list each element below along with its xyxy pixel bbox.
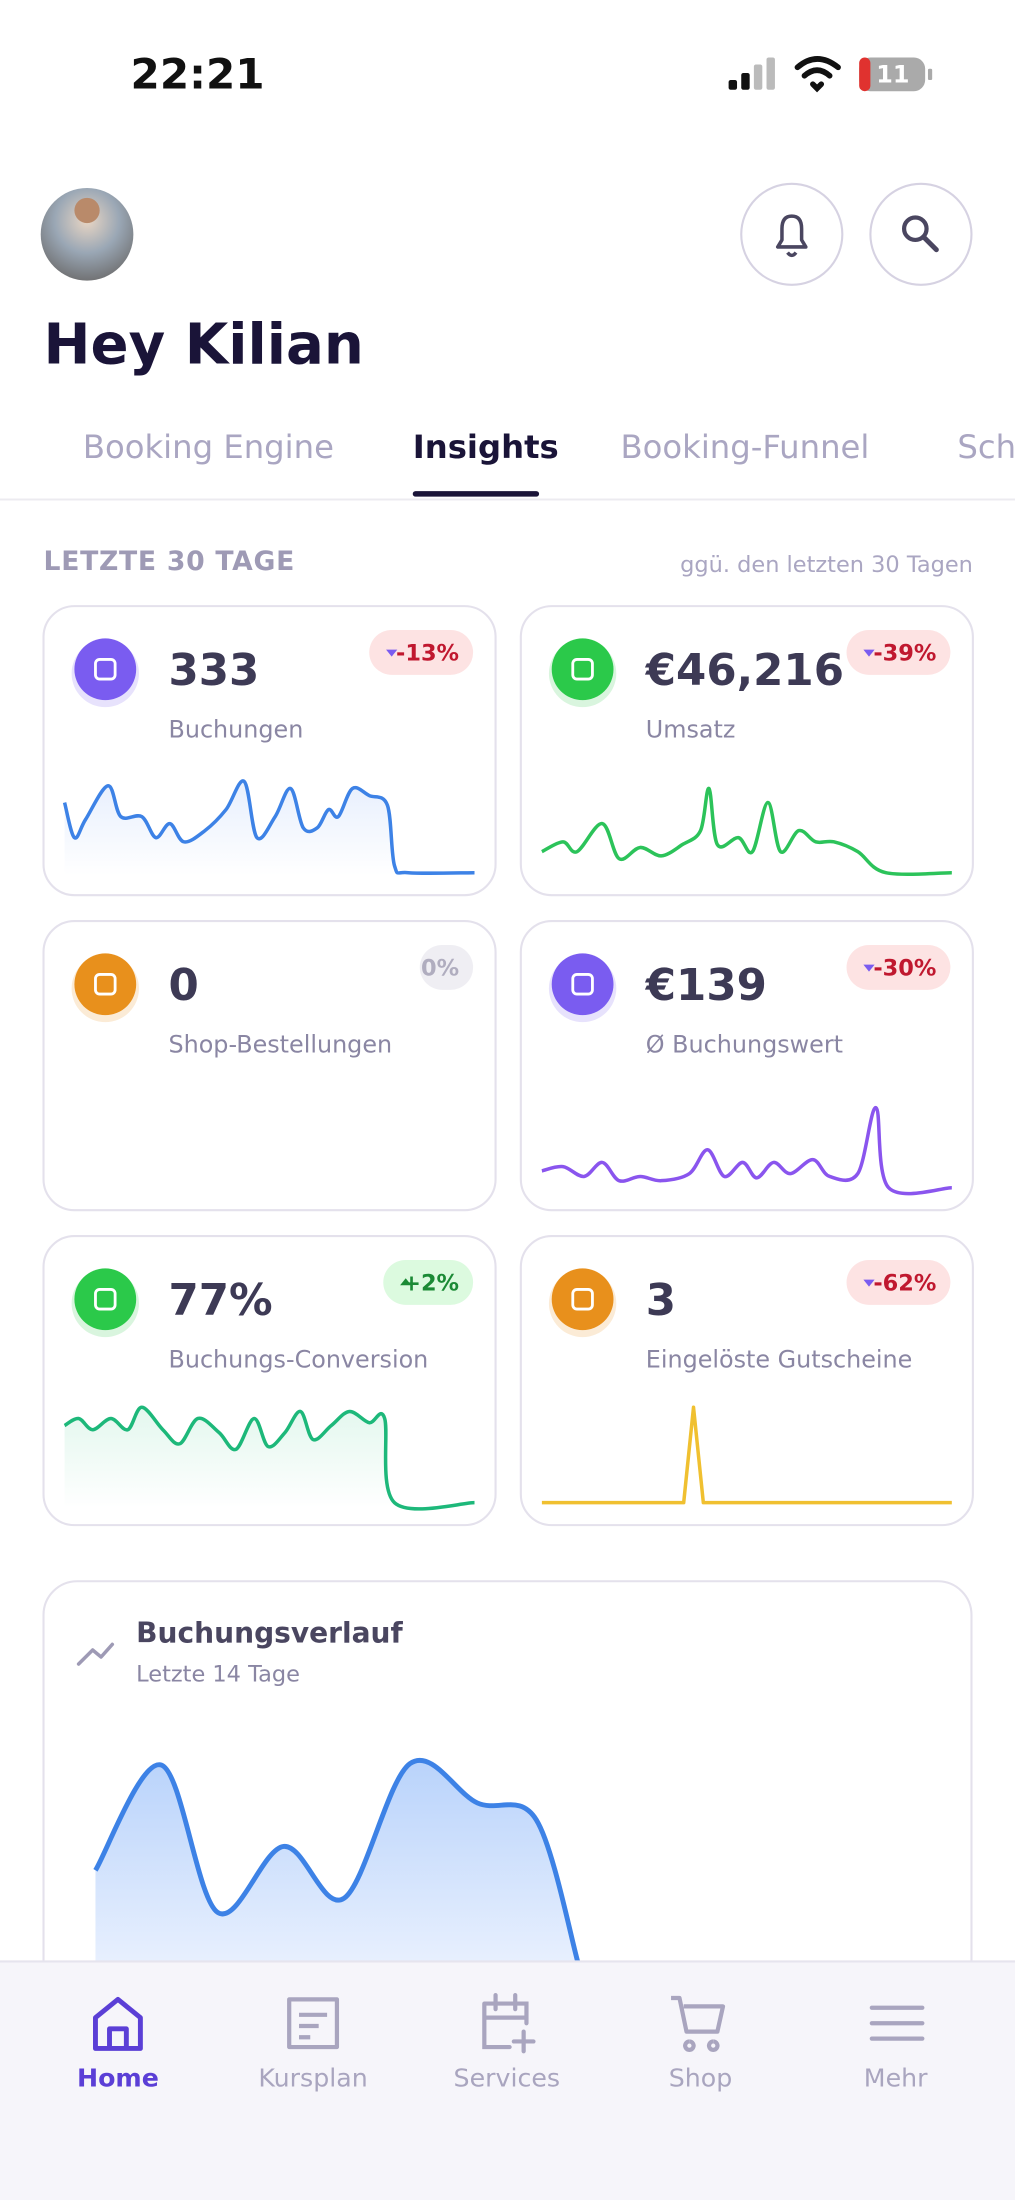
change-text: -62%: [873, 1270, 936, 1296]
card-background: [519, 1235, 974, 1527]
sparkline: [541, 786, 952, 877]
battery: [859, 57, 926, 92]
nav-item[interactable]: Shop: [669, 2063, 733, 2092]
tab-active[interactable]: Insights: [413, 428, 559, 466]
greeting: Hey Kilian: [44, 313, 364, 378]
kpi-card: 333 Buchungen -13%: [42, 605, 497, 897]
avatar-face: [74, 197, 100, 224]
card-icon: [74, 638, 137, 701]
tab[interactable]: Booking Engine: [83, 428, 334, 466]
history-chart: [93, 1758, 581, 1965]
change-badge: [846, 944, 951, 990]
wifi-icon: [794, 56, 841, 93]
change-text: -13%: [396, 640, 459, 666]
card-icon: [551, 953, 614, 1016]
change-text: -30%: [873, 955, 936, 981]
services-icon: [482, 1993, 536, 2054]
change-badge: [419, 944, 474, 990]
card-icon: [74, 1268, 137, 1331]
change-arrow: [400, 1278, 412, 1286]
change-text: +2%: [402, 1270, 459, 1296]
kpi-card: €139 Ø Buchungswert -30%: [519, 920, 974, 1212]
sparkline-area: [64, 1407, 475, 1509]
shop-icon: [671, 1995, 726, 2052]
notification-button[interactable]: [740, 182, 844, 286]
battery-level: [859, 57, 871, 92]
kpi-card: €46,216 Umsatz -39%: [519, 605, 974, 897]
change-arrow: [386, 649, 398, 657]
card-icon: [74, 953, 137, 1016]
nav-item[interactable]: Mehr: [864, 2063, 928, 2092]
nav-item-active[interactable]: Home: [77, 2063, 159, 2092]
change-arrow: [863, 1279, 875, 1287]
bottom-nav: [0, 1961, 1015, 2200]
change-text: 0%: [421, 955, 459, 981]
sparkline: [62, 779, 475, 875]
card-value: 77%: [168, 1276, 272, 1326]
bell-icon: [775, 214, 808, 258]
sparkline: [63, 1405, 475, 1511]
change-arrow: [863, 964, 875, 972]
kpi-card: 77% Buchungs-Conversion +2%: [42, 1235, 497, 1527]
change-badge: [383, 1259, 474, 1305]
card-icon-glyph: [571, 973, 594, 996]
battery-tip: [927, 68, 933, 80]
kpi-card: 3 Eingelöste Gutscheine -62%: [519, 1235, 974, 1527]
history-subtitle: Letzte 14 Tage: [136, 1662, 300, 1688]
change-badge: [846, 1259, 951, 1305]
card-icon-glyph: [94, 1288, 117, 1311]
card-background: [519, 605, 974, 897]
tab[interactable]: Booking-Funnel: [621, 428, 870, 466]
card-background: [519, 920, 974, 1212]
kpi-grid: 333 Buchungen -13% €46,216 Umsatz -39% 0 Shop-B…: [42, 605, 974, 1527]
kursplan-icon: [287, 1997, 340, 2050]
nav-item[interactable]: Services: [454, 2063, 561, 2092]
change-badge: [369, 629, 474, 675]
search-icon: [901, 215, 929, 243]
tab[interactable]: Sch: [957, 428, 1015, 466]
card-value: 0: [168, 961, 198, 1011]
card-label: Buchungs-Conversion: [168, 1345, 428, 1373]
avatar[interactable]: [40, 188, 134, 281]
card-label: Buchungen: [168, 715, 303, 743]
card-label: Ø Buchungswert: [646, 1030, 843, 1058]
history-icon: [76, 1642, 115, 1666]
history-line: [93, 1758, 581, 1965]
search-button[interactable]: [869, 182, 973, 286]
change-text: -39%: [873, 640, 936, 666]
sparkline: [541, 1105, 952, 1196]
change-badge: [846, 629, 951, 675]
card-value: 333: [168, 646, 259, 696]
card-value: €139: [645, 961, 767, 1011]
card-icon-glyph: [94, 658, 117, 681]
mehr-icon: [869, 2005, 925, 2041]
tab-indicator: [412, 491, 540, 497]
card-value: 3: [646, 1276, 676, 1326]
card-label: Umsatz: [646, 715, 736, 743]
card-icon-glyph: [571, 1288, 594, 1311]
card-background: [42, 920, 497, 1212]
history-title: Buchungsverlauf: [136, 1617, 403, 1650]
nav-item[interactable]: Kursplan: [258, 2063, 367, 2092]
section-comparison: ggü. den letzten 30 Tagen: [680, 552, 973, 578]
card-icon-glyph: [571, 658, 594, 681]
search-icon-handle: [921, 234, 939, 253]
sparkline: [541, 1405, 952, 1505]
kpi-card: 0 Shop-Bestellungen 0%: [42, 920, 497, 1212]
card-label: Shop-Bestellungen: [168, 1030, 392, 1058]
signal-icon: [728, 57, 775, 90]
card-icon: [551, 638, 614, 701]
card-label: Eingelöste Gutscheine: [646, 1345, 913, 1373]
card-value: €46,216: [645, 646, 844, 696]
section-label: LETZTE 30 TAGE: [44, 546, 295, 577]
battery-text: 11: [876, 60, 909, 88]
home-icon: [93, 1996, 143, 2051]
change-arrow: [863, 649, 875, 657]
card-icon-glyph: [94, 973, 117, 996]
card-icon: [551, 1268, 614, 1331]
status-time: 22:21: [131, 50, 265, 99]
